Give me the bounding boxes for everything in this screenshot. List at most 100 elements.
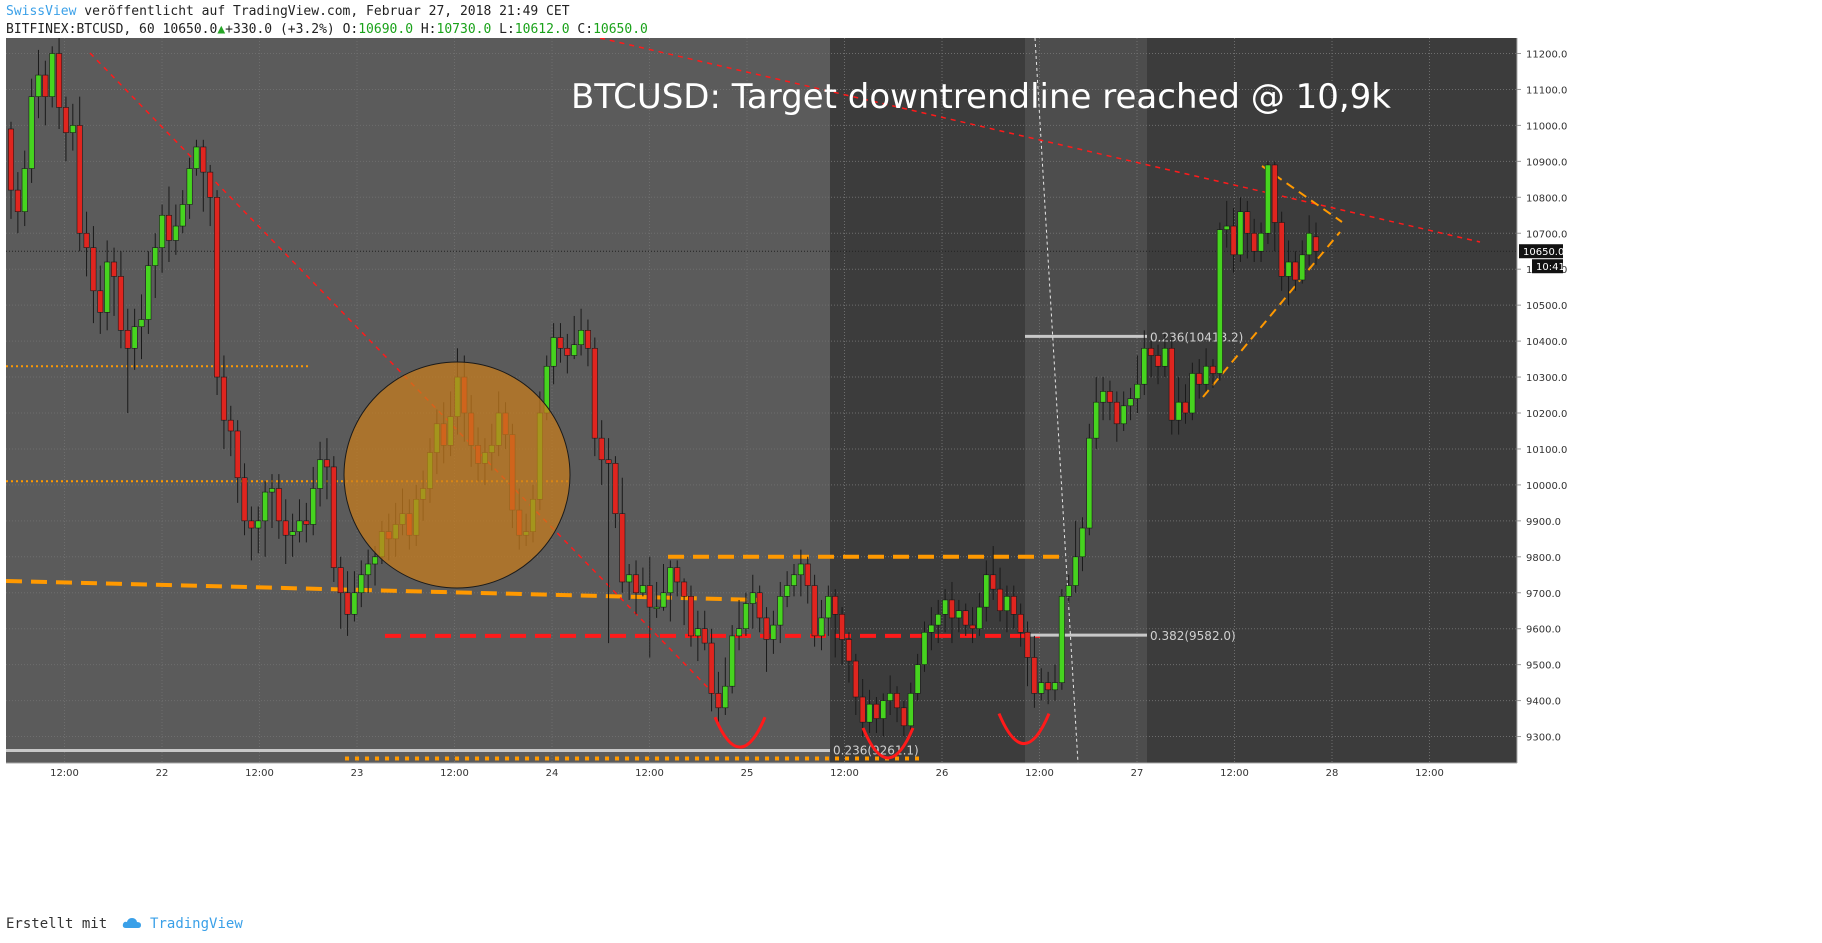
candle-body	[83, 232, 90, 248]
candle-body	[1120, 405, 1127, 425]
candle-body	[337, 567, 344, 594]
candle	[887, 675, 894, 715]
candle-body	[248, 520, 255, 529]
candle	[1306, 215, 1313, 266]
candle	[1189, 362, 1196, 421]
candle	[1113, 391, 1120, 442]
candle	[983, 560, 990, 622]
candle-body	[159, 214, 166, 248]
open-value: 10690.0	[358, 22, 414, 37]
candle	[69, 103, 76, 151]
candle-body	[8, 128, 14, 191]
candle-body	[681, 581, 688, 597]
candle-body	[179, 204, 186, 227]
change-arrow-icon: ▲	[217, 22, 226, 37]
tradingview-link[interactable]: TradingView	[122, 916, 243, 932]
cloud-icon	[122, 918, 141, 928]
candle-body	[887, 693, 894, 701]
candle	[715, 671, 722, 723]
candle-body	[777, 596, 784, 626]
candle	[1278, 211, 1285, 291]
candle	[1052, 664, 1058, 701]
candle	[111, 247, 118, 316]
candle-body	[275, 488, 282, 522]
candle	[749, 574, 756, 629]
candle-body	[1134, 383, 1141, 399]
candle	[365, 549, 372, 593]
candle	[159, 204, 166, 273]
candle	[179, 190, 186, 234]
candle-body	[1024, 631, 1031, 658]
y-tick-label: 9900.0	[1526, 517, 1561, 528]
author-link[interactable]: SwissView	[6, 4, 77, 19]
candle-body	[35, 74, 42, 97]
candle	[1079, 517, 1086, 572]
candle	[344, 571, 351, 636]
candle-body	[729, 635, 736, 687]
candle	[962, 603, 969, 636]
y-tick-label: 10200.0	[1526, 409, 1567, 420]
candle	[1251, 218, 1258, 263]
candle	[763, 607, 770, 672]
candle-body	[866, 703, 873, 723]
fib-label: 0.236(10413.2)	[1150, 330, 1243, 344]
x-tick-label: 23	[351, 768, 364, 779]
candle-body	[214, 197, 221, 378]
candle-body	[639, 585, 646, 594]
candle	[220, 355, 227, 449]
candle-body	[1065, 585, 1072, 597]
candle-body	[62, 107, 69, 133]
x-tick-label: 12:00	[245, 768, 274, 779]
candle	[1223, 200, 1230, 248]
last-price-tag-bg	[1519, 244, 1563, 259]
candle-body	[818, 617, 825, 637]
candle	[1264, 161, 1271, 245]
candle	[8, 121, 14, 219]
y-tick-label: 10000.0	[1526, 481, 1567, 492]
candle-body	[1223, 225, 1230, 230]
candle	[1058, 589, 1065, 690]
candle	[1017, 603, 1024, 647]
candle-body	[928, 624, 935, 633]
published-text: veröffentlicht auf TradingView.com, Febr…	[84, 4, 570, 19]
candle-body	[131, 326, 138, 349]
candle	[564, 333, 571, 374]
x-tick-label: 26	[936, 768, 949, 779]
candle-body	[165, 214, 172, 241]
candle	[1237, 197, 1244, 263]
candle-body	[1079, 527, 1086, 558]
y-tick-label: 11000.0	[1526, 121, 1567, 132]
candle-body	[241, 477, 248, 522]
downtrend-line-main	[599, 38, 1481, 243]
candle	[1065, 574, 1072, 604]
candle-body	[90, 247, 97, 292]
candle	[248, 506, 255, 561]
candle-body	[591, 347, 598, 439]
candle-body	[557, 337, 564, 349]
close-value: 10650.0	[593, 22, 648, 37]
candle	[49, 46, 56, 108]
candle-body	[207, 171, 214, 198]
candle-body	[942, 599, 949, 615]
candle	[578, 308, 585, 356]
candle-body	[200, 146, 207, 173]
candle	[1127, 387, 1134, 421]
candle-body	[1203, 365, 1210, 385]
candle	[859, 679, 866, 737]
candle	[303, 502, 310, 543]
candle	[784, 571, 791, 608]
candle-body	[894, 693, 901, 709]
candle-body	[619, 513, 626, 583]
candle	[351, 571, 358, 622]
candle-body	[701, 628, 708, 644]
candle	[626, 563, 633, 600]
candle	[255, 506, 262, 554]
candle-body	[220, 376, 227, 421]
bottom-arc	[713, 716, 767, 749]
candle	[633, 560, 640, 615]
candle-body	[983, 574, 990, 608]
candle	[660, 563, 667, 611]
candle	[14, 172, 21, 234]
candle	[117, 251, 124, 349]
